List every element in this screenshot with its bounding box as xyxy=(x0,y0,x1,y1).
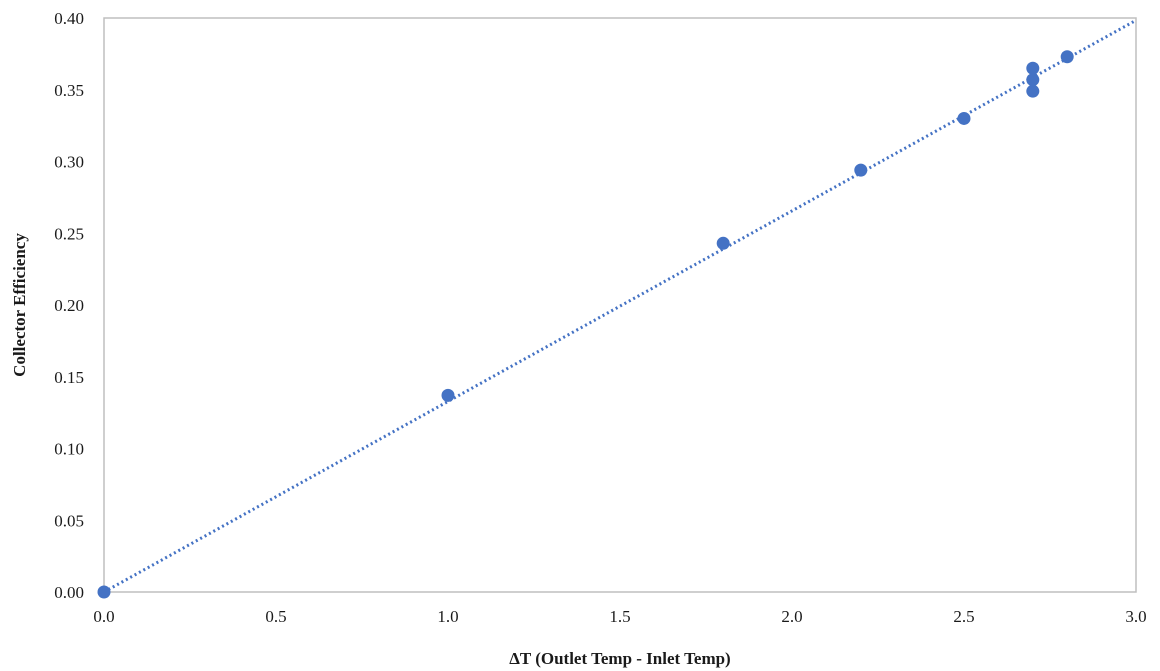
trendline xyxy=(103,18,1137,594)
x-tick-label: 0.0 xyxy=(93,607,114,626)
y-tick-label: 0.15 xyxy=(54,368,84,387)
y-tick-label: 0.00 xyxy=(54,583,84,602)
data-point xyxy=(97,585,111,599)
data-point xyxy=(854,163,868,177)
x-tick-label: 1.5 xyxy=(609,607,630,626)
y-tick-label: 0.10 xyxy=(54,440,84,459)
y-tick-label: 0.05 xyxy=(54,511,84,530)
data-point xyxy=(1026,73,1040,87)
x-tick-label: 3.0 xyxy=(1125,607,1146,626)
y-axis-ticks: 0.00 0.05 0.10 0.15 0.20 0.25 0.30 0.35 0.40 xyxy=(54,9,84,602)
data-point xyxy=(716,236,730,250)
x-tick-label: 0.5 xyxy=(265,607,286,626)
x-tick-label: 2.5 xyxy=(953,607,974,626)
data-point xyxy=(957,111,971,125)
data-point xyxy=(1026,84,1040,98)
y-tick-label: 0.35 xyxy=(54,81,84,100)
data-point xyxy=(441,388,455,402)
y-tick-label: 0.30 xyxy=(54,153,84,172)
y-axis-title: Collector Efficiency xyxy=(10,233,29,377)
y-tick-label: 0.20 xyxy=(54,296,84,315)
x-axis-ticks: 0.0 0.5 1.0 1.5 2.0 2.5 3.0 xyxy=(93,607,1146,626)
x-tick-label: 2.0 xyxy=(781,607,802,626)
x-tick-label: 1.0 xyxy=(437,607,458,626)
y-tick-label: 0.25 xyxy=(54,224,84,243)
y-tick-label: 0.40 xyxy=(54,9,84,28)
data-point xyxy=(1026,61,1040,75)
data-points xyxy=(97,50,1074,599)
data-point xyxy=(1060,50,1074,64)
trendline-layer xyxy=(103,18,1137,594)
x-axis-title: ΔT (Outlet Temp - Inlet Temp) xyxy=(509,649,730,668)
